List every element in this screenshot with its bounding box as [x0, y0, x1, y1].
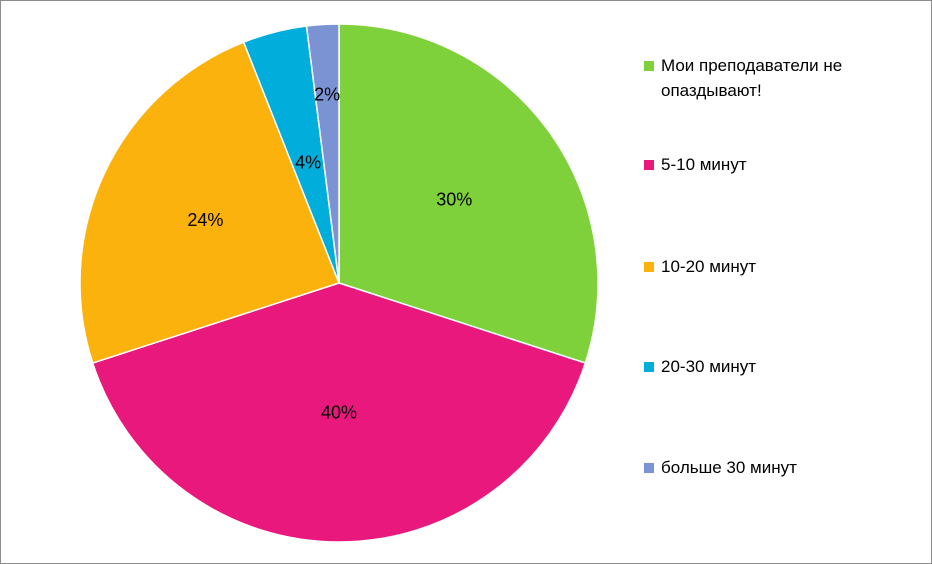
legend-label-20-30: 20-30 минут — [661, 357, 757, 376]
pie-label-5-10: 40% — [321, 403, 357, 423]
legend-label-5-10: 5-10 минут — [661, 155, 747, 174]
legend-item-10-20: 10-20 минут — [644, 254, 914, 279]
legend-swatch-5-10 — [644, 160, 654, 170]
legend-label-over-30: больше 30 минут — [661, 458, 797, 477]
pie-label-not-late: 30% — [436, 189, 472, 209]
pie-label-over-30: 2% — [314, 84, 340, 104]
legend-label-10-20: 10-20 минут — [661, 257, 757, 276]
pie-label-10-20: 24% — [187, 210, 223, 230]
legend-item-not-late: Мои преподаватели не опаздывают! — [644, 53, 914, 103]
pie-slice-over-30 — [305, 23, 340, 284]
pie-slice-5-10 — [91, 282, 587, 543]
pie-label-20-30: 4% — [295, 153, 321, 173]
legend-label-not-late: Мои преподаватели не опаздывают! — [661, 56, 843, 100]
legend-item-over-30: больше 30 минут — [644, 455, 914, 480]
pie-slice-10-20 — [79, 41, 340, 364]
legend-item-5-10: 5-10 минут — [644, 152, 914, 177]
legend-swatch-over-30 — [644, 463, 654, 473]
legend-swatch-20-30 — [644, 362, 654, 372]
pie-slice-not-late — [338, 23, 599, 364]
legend-swatch-10-20 — [644, 262, 654, 272]
legend-swatch-not-late — [644, 61, 654, 71]
legend-item-20-30: 20-30 минут — [644, 354, 914, 379]
